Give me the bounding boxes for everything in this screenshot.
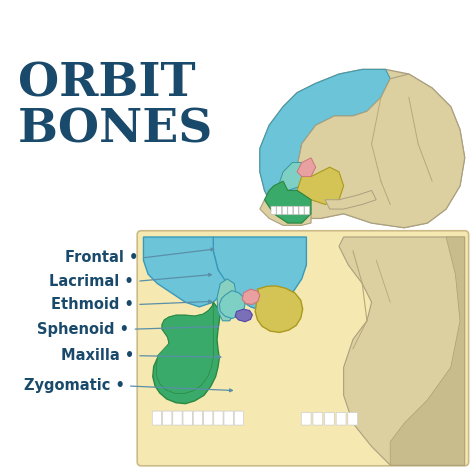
Polygon shape bbox=[156, 302, 213, 393]
Polygon shape bbox=[235, 309, 252, 322]
Polygon shape bbox=[144, 237, 227, 307]
Polygon shape bbox=[339, 237, 465, 465]
FancyBboxPatch shape bbox=[271, 206, 276, 215]
FancyBboxPatch shape bbox=[214, 411, 223, 425]
FancyBboxPatch shape bbox=[282, 206, 287, 215]
Polygon shape bbox=[153, 302, 220, 404]
Text: Zygomatic •: Zygomatic • bbox=[24, 378, 125, 393]
FancyBboxPatch shape bbox=[193, 411, 202, 425]
Text: Sphenoid •: Sphenoid • bbox=[37, 322, 129, 337]
Text: Maxilla •: Maxilla • bbox=[61, 348, 134, 363]
Text: BONES: BONES bbox=[18, 107, 213, 153]
Polygon shape bbox=[217, 279, 237, 321]
Polygon shape bbox=[260, 200, 311, 225]
FancyBboxPatch shape bbox=[299, 206, 304, 215]
FancyBboxPatch shape bbox=[183, 411, 192, 425]
FancyBboxPatch shape bbox=[234, 411, 244, 425]
FancyBboxPatch shape bbox=[348, 412, 358, 425]
FancyBboxPatch shape bbox=[224, 411, 233, 425]
FancyBboxPatch shape bbox=[304, 206, 310, 215]
Polygon shape bbox=[260, 69, 390, 219]
FancyBboxPatch shape bbox=[288, 206, 293, 215]
Text: Lacrimal •: Lacrimal • bbox=[49, 273, 134, 289]
FancyBboxPatch shape bbox=[203, 411, 213, 425]
Text: Frontal •: Frontal • bbox=[65, 250, 139, 265]
Polygon shape bbox=[325, 191, 376, 209]
Polygon shape bbox=[264, 181, 311, 223]
FancyBboxPatch shape bbox=[163, 411, 172, 425]
FancyBboxPatch shape bbox=[313, 412, 323, 425]
FancyBboxPatch shape bbox=[301, 412, 311, 425]
FancyBboxPatch shape bbox=[173, 411, 182, 425]
Polygon shape bbox=[219, 291, 245, 319]
Polygon shape bbox=[297, 167, 344, 204]
FancyBboxPatch shape bbox=[277, 206, 282, 215]
FancyBboxPatch shape bbox=[325, 412, 334, 425]
Polygon shape bbox=[255, 286, 303, 332]
Polygon shape bbox=[297, 158, 316, 176]
Text: ORBIT: ORBIT bbox=[18, 60, 195, 106]
Polygon shape bbox=[297, 74, 465, 228]
FancyBboxPatch shape bbox=[137, 231, 469, 466]
Polygon shape bbox=[260, 69, 465, 228]
Text: Ethmoid •: Ethmoid • bbox=[51, 297, 134, 312]
FancyBboxPatch shape bbox=[293, 206, 299, 215]
Polygon shape bbox=[278, 163, 306, 191]
Polygon shape bbox=[242, 289, 260, 304]
Polygon shape bbox=[213, 237, 306, 311]
FancyBboxPatch shape bbox=[152, 411, 162, 425]
FancyBboxPatch shape bbox=[336, 412, 346, 425]
Polygon shape bbox=[390, 237, 465, 465]
